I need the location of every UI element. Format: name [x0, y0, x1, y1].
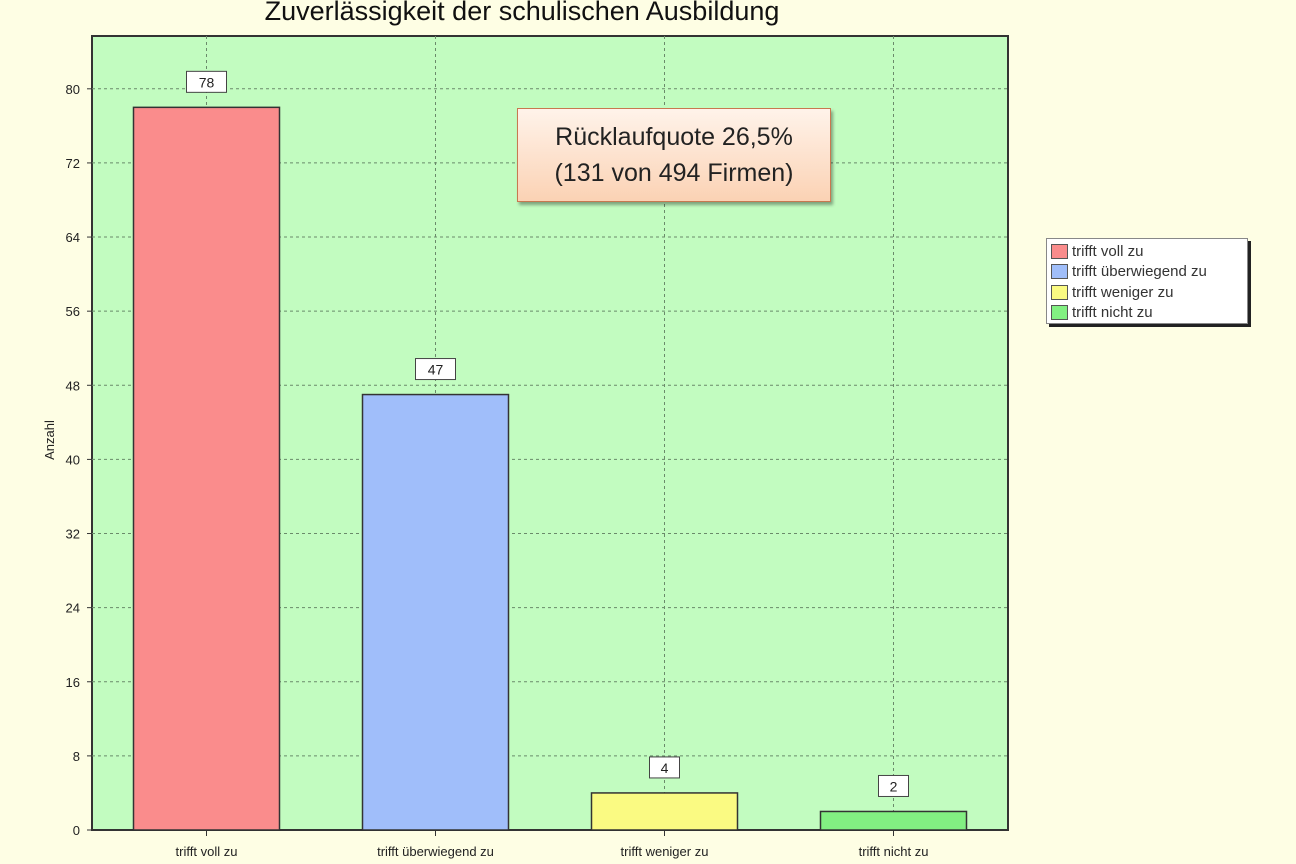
y-tick-label: 32: [66, 527, 80, 542]
x-tick-label: trifft nicht zu: [859, 844, 929, 859]
y-tick-label: 72: [66, 156, 80, 171]
legend-label: trifft voll zu: [1072, 242, 1144, 260]
bar-trifft-überwiegend-zu: [361, 393, 510, 831]
x-tick-label: trifft überwiegend zu: [377, 844, 494, 859]
data-label: 2: [890, 778, 898, 794]
legend-item: trifft überwiegend zu: [1051, 262, 1247, 283]
y-tick-label: 8: [73, 749, 80, 764]
bar-trifft-voll-zu: [132, 106, 281, 831]
legend-swatch: [1051, 243, 1068, 259]
chart-title: Zuverlässigkeit der schulischen Ausbildu…: [265, 0, 780, 26]
y-tick-label: 40: [66, 452, 80, 467]
y-axis-label: Anzahl: [42, 420, 57, 460]
y-tick-label: 0: [73, 823, 80, 838]
y-tick-label: 24: [66, 601, 80, 616]
x-tick-label: trifft voll zu: [176, 844, 238, 859]
legend: trifft voll zu trifft überwiegend zu triff…: [1046, 238, 1248, 324]
legend-swatch: [1051, 284, 1068, 300]
annotation-line-1: Rücklaufquote 26,5%: [555, 123, 793, 151]
legend-swatch: [1051, 264, 1068, 280]
data-label-box: [415, 358, 456, 381]
data-label-box: [878, 774, 909, 797]
data-label-box: [186, 70, 227, 93]
y-tick-label: 48: [66, 378, 80, 393]
legend-item: trifft weniger zu: [1051, 282, 1247, 303]
response-rate-annotation: Rücklaufquote 26,5% (131 von 494 Firmen): [517, 108, 831, 202]
annotation-line-2: (131 von 494 Firmen): [554, 159, 794, 187]
data-label: 4: [661, 760, 669, 776]
y-tick-label: 56: [66, 304, 80, 319]
y-tick-label: 80: [66, 82, 80, 97]
y-tick-label: 64: [66, 230, 80, 245]
data-label-box: [649, 756, 680, 779]
bar-trifft-weniger-zu: [590, 792, 739, 831]
legend-swatch: [1051, 305, 1068, 321]
legend-item: trifft voll zu: [1051, 241, 1247, 262]
bar-trifft-nicht-zu: [819, 810, 968, 831]
x-tick-label: trifft weniger zu: [621, 844, 709, 859]
data-label: 47: [428, 362, 444, 378]
legend-item: trifft nicht zu: [1051, 303, 1247, 324]
y-tick-label: 16: [66, 675, 80, 690]
data-label: 78: [199, 74, 215, 90]
legend-label: trifft überwiegend zu: [1072, 263, 1207, 281]
legend-label: trifft weniger zu: [1072, 283, 1174, 301]
legend-label: trifft nicht zu: [1072, 304, 1153, 322]
